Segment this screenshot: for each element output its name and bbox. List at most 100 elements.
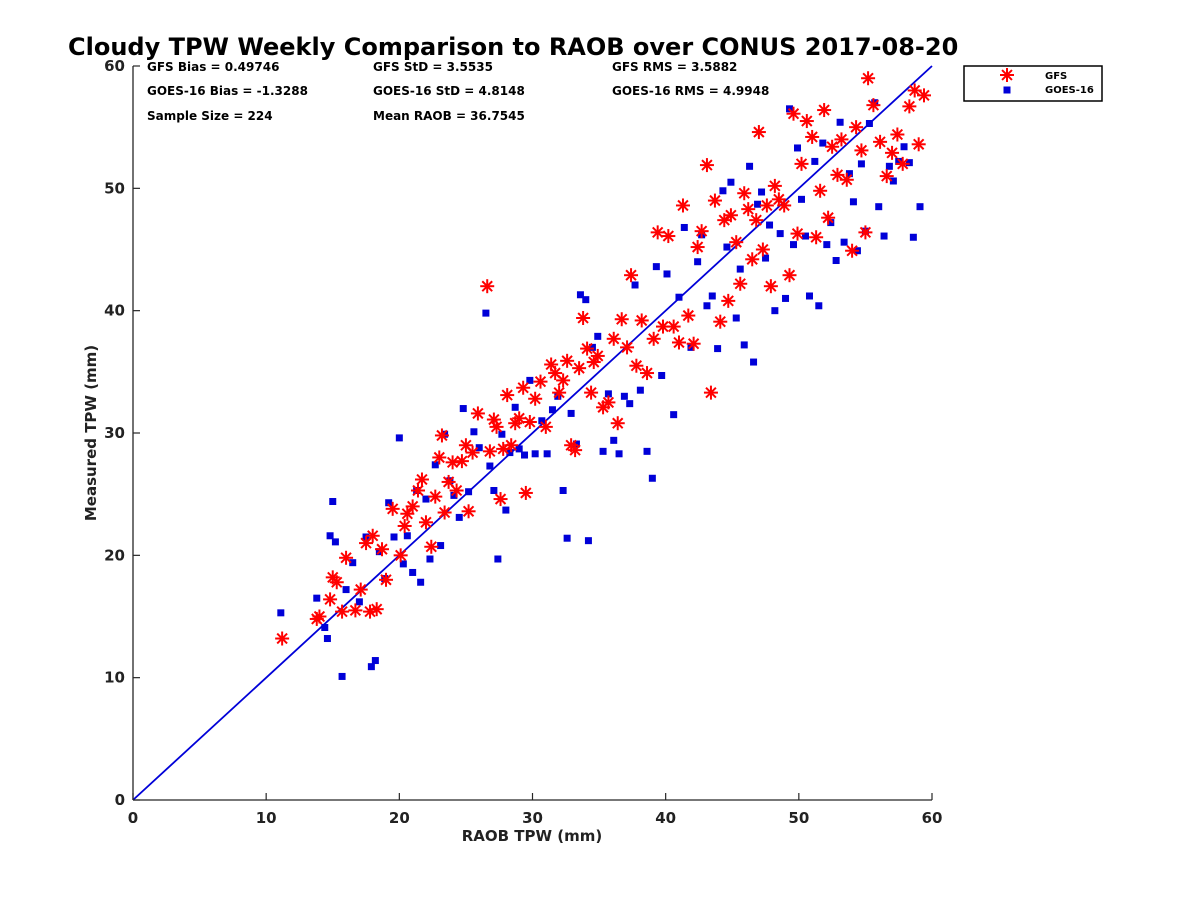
gfs-point (482, 444, 497, 459)
gfs-point (620, 340, 635, 355)
gfs-point (393, 548, 408, 563)
goes-16-point (459, 405, 467, 413)
goes-16-point (663, 270, 671, 278)
goes-16-point (680, 223, 688, 231)
goes-16-point (652, 263, 660, 271)
goes-16-point (790, 241, 798, 249)
stat-goes-std: GOES-16 StD = 4.8148 (373, 84, 525, 98)
legend-gfs-asterisk (1000, 68, 1014, 82)
goes-16-point (426, 555, 434, 563)
gfs-point (560, 353, 575, 368)
goes-16-point (889, 177, 897, 185)
gfs-point (323, 592, 338, 607)
gfs-point (799, 114, 814, 129)
goes-16-point (719, 187, 727, 195)
stats-block: GFS Bias = 0.49746 GFS StD = 3.5535 GFS … (147, 60, 769, 123)
goes-16-point (636, 386, 644, 394)
goes-16-point (567, 409, 575, 417)
gfs-point (400, 506, 415, 521)
goes-16-point (559, 486, 567, 494)
gfs-point (375, 542, 390, 557)
goes-16-point (511, 403, 519, 411)
gfs-point (917, 88, 932, 103)
gfs-point (694, 224, 709, 239)
goes-16-point (277, 609, 285, 617)
gfs-point (767, 178, 782, 193)
gfs-point (500, 388, 515, 403)
gfs-point (275, 631, 290, 646)
gfs-point (879, 169, 894, 184)
goes-16-point (801, 232, 809, 240)
goes-16-point (857, 160, 865, 168)
goes-16-point (498, 430, 506, 438)
goes-16-point (599, 447, 607, 455)
goes-16-point (880, 232, 888, 240)
x-tick-label: 30 (522, 809, 543, 827)
gfs-point (729, 235, 744, 250)
goes-16-point (631, 281, 639, 289)
goes-16-point (819, 139, 827, 147)
gfs-point (634, 313, 649, 328)
gfs-point (861, 71, 876, 86)
gfs-point (428, 489, 443, 504)
goes-16-point (615, 450, 623, 458)
goes-16-point (732, 314, 740, 322)
gfs-point (866, 98, 881, 113)
stat-gfs-rms: GFS RMS = 3.5882 (612, 60, 737, 74)
gfs-point (432, 450, 447, 465)
legend-goes-16-label: GOES-16 (1045, 85, 1094, 96)
goes-16-point (470, 428, 478, 436)
gfs-point (661, 229, 676, 244)
gfs-point (723, 208, 738, 223)
gfs-point (584, 385, 599, 400)
gfs-point (640, 366, 655, 381)
goes-16-point (776, 230, 784, 238)
goes-16-point (349, 559, 357, 567)
stat-sample-size: Sample Size = 224 (147, 109, 273, 123)
gfs-point (434, 428, 449, 443)
gfs-point (461, 504, 476, 519)
gfs-point (449, 483, 464, 498)
gfs-point (369, 602, 384, 617)
goes-16-point (675, 293, 683, 301)
gfs-point (703, 385, 718, 400)
gfs-point (414, 472, 429, 487)
gfs-point (809, 230, 824, 245)
goes-16-point (465, 488, 473, 496)
goes-16-point (797, 195, 805, 203)
legend-goes-16-marker (1003, 86, 1011, 94)
gfs-point (454, 454, 469, 469)
goes-16-point (576, 291, 584, 299)
gfs-point (845, 243, 860, 258)
goes-16-point (794, 144, 802, 152)
gfs-point (493, 492, 508, 507)
gfs-point (518, 485, 533, 500)
goes-16-point (323, 635, 331, 643)
ticks-layer: 0 10 20 30 40 50 60 0 10 20 30 40 50 60 (104, 57, 942, 827)
goes-16-point (823, 241, 831, 249)
goes-16-point (694, 258, 702, 266)
goes-16-point (506, 449, 514, 457)
gfs-point (656, 319, 671, 334)
stat-gfs-std: GFS StD = 3.5535 (373, 60, 493, 74)
legend: GFS GOES-16 (963, 65, 1103, 102)
goes-16-point (390, 533, 398, 541)
gfs-point (624, 268, 639, 283)
goes-16-point (758, 188, 766, 196)
gfs-point (671, 335, 686, 350)
goes-16-point (321, 624, 329, 632)
goes-16-point (455, 513, 463, 521)
gfs-point (590, 348, 605, 363)
x-axis-label: RAOB TPW (mm) (462, 827, 603, 845)
goes-16-point (875, 203, 883, 211)
gfs-point (424, 539, 439, 554)
x-tick-label: 50 (788, 809, 809, 827)
gfs-point (489, 419, 504, 434)
gfs-point (465, 445, 480, 460)
gfs-point (528, 391, 543, 406)
goes-16-point (431, 461, 439, 469)
gfs-point (516, 380, 531, 395)
goes-16-point (643, 447, 651, 455)
goes-16-point (746, 162, 754, 170)
goes-16-point (909, 233, 917, 241)
